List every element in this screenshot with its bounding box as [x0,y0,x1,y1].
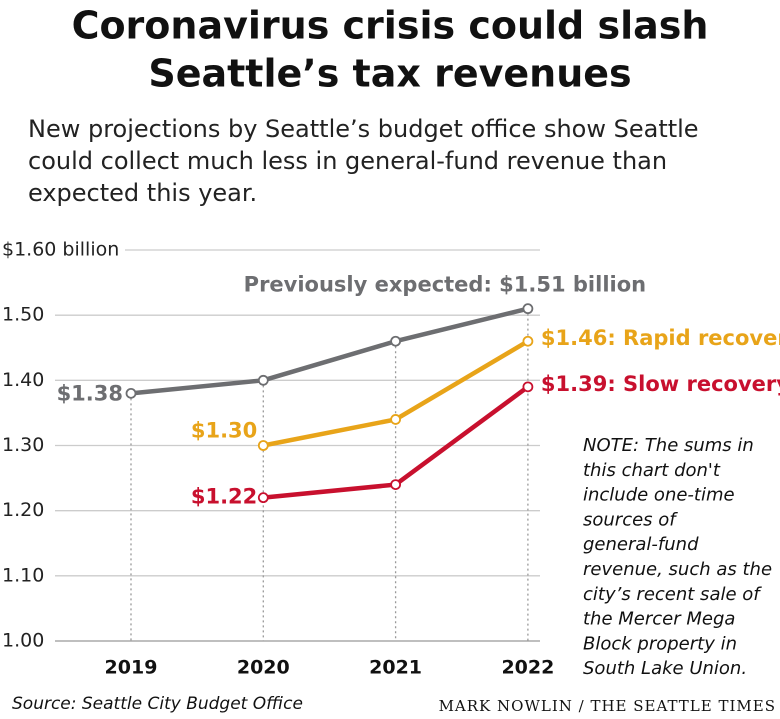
credit: MARK NOWLIN / THE SEATTLE TIMES [439,697,776,715]
y-tick-label: 1.00 [2,630,44,652]
note: revenue, such as the [583,559,772,580]
value-label: $1.38 [57,381,123,405]
y-tick-label: $1.60 billion [2,239,119,261]
subtitle: New projections by Seattle’s budget offi… [28,115,699,143]
note: South Lake Union. [583,658,747,679]
x-tick-label: 2020 [237,657,290,679]
y-tick-label: 1.50 [2,304,44,326]
point [257,492,269,504]
x-tick-label: 2021 [369,657,422,679]
value-label: $1.30 [191,419,257,443]
point [390,335,402,347]
note: the Mercer Mega [583,609,735,630]
note: city’s recent sale of [583,584,762,605]
chart-title: Coronavirus crisis could slash [72,4,709,48]
point [522,303,534,315]
value-label: $1.22 [191,485,257,509]
point [390,414,402,425]
note: general-fund [583,534,699,555]
subtitle: expected this year. [28,179,257,207]
value-label: $1.46: Rapid recovery [541,326,780,350]
note: sources of [583,509,678,530]
point [522,381,534,393]
y-tick-label: 1.20 [2,499,44,521]
note: NOTE: The sums in [583,435,754,456]
chart-title: Seattle’s tax revenues [148,52,631,96]
point [257,440,269,451]
point [522,335,534,347]
x-tick-label: 2022 [501,657,554,679]
value-label: Previously expected: $1.51 billion [244,273,646,297]
value-label: $1.39: Slow recovery [541,372,780,396]
point [390,479,402,491]
x-tick-label: 2019 [105,657,158,679]
subtitle: could collect much less in general-fund … [28,147,667,175]
source: Source: Seattle City Budget Office [12,694,303,714]
point [125,387,137,399]
y-tick-label: 1.40 [2,369,44,391]
note: Block property in [583,633,737,654]
line [130,306,529,396]
point [257,374,269,386]
y-tick-label: 1.30 [2,434,44,456]
note: include one-time [583,485,735,506]
y-tick-label: 1.10 [2,564,44,586]
note: this chart don't [583,460,721,481]
